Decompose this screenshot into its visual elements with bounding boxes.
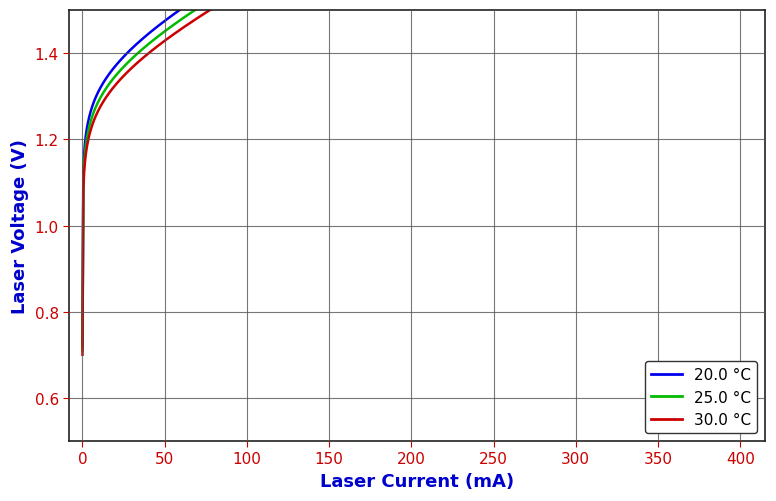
Line: 20.0 °C: 20.0 °C <box>82 0 740 347</box>
Legend: 20.0 °C, 25.0 °C, 30.0 °C: 20.0 °C, 25.0 °C, 30.0 °C <box>645 361 757 433</box>
20.0 °C <box>118 56 127 62</box>
30.0 °C <box>118 75 127 81</box>
25.0 °C <box>78 348 87 354</box>
Y-axis label: Laser Voltage (V): Laser Voltage (V) <box>11 139 29 313</box>
25.0 °C <box>118 66 127 72</box>
Line: 25.0 °C: 25.0 °C <box>82 0 740 351</box>
Line: 30.0 °C: 30.0 °C <box>82 0 740 355</box>
20.0 °C <box>78 344 87 350</box>
30.0 °C <box>78 352 87 358</box>
X-axis label: Laser Current (mA): Laser Current (mA) <box>320 472 514 490</box>
